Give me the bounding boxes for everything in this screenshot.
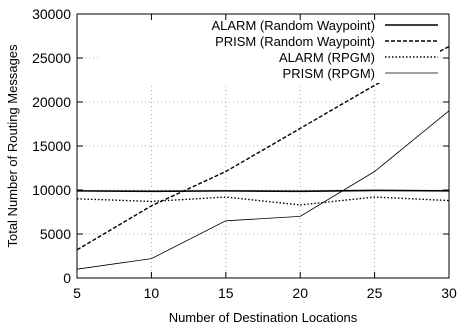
y-tick-label: 10000 (32, 182, 71, 198)
y-tick-label: 20000 (32, 94, 71, 110)
legend-label: ALARM (RPGM) (279, 50, 375, 65)
legend-background (100, 15, 440, 83)
x-tick-label: 25 (367, 285, 383, 301)
axis-ticks: 0 5000 10000 15000 20000 25000 30000 5 10 15 20 25 3… (32, 6, 457, 301)
y-axis-label: Total Number of Routing Messages (5, 44, 20, 248)
x-tick-label: 5 (73, 285, 81, 301)
x-tick-label: 10 (144, 285, 160, 301)
series-line-4 (76, 110, 450, 270)
y-tick-label: 15000 (32, 138, 71, 154)
legend-label: PRISM (RPGM) (283, 66, 375, 81)
y-tick-label: 30000 (32, 6, 71, 22)
legend-label: PRISM (Random Waypoint) (215, 34, 375, 49)
series-line-3 (76, 196, 450, 206)
series-line-1 (76, 189, 450, 193)
x-tick-label: 30 (441, 285, 457, 301)
x-tick-label: 20 (292, 285, 308, 301)
y-tick-label: 25000 (32, 50, 71, 66)
legend-label: ALARM (Random Waypoint) (211, 18, 375, 33)
y-tick-label: 5000 (40, 226, 71, 242)
y-tick-label: 0 (63, 270, 71, 286)
x-axis-label: Number of Destination Locations (169, 310, 358, 325)
x-tick-label: 15 (218, 285, 234, 301)
legend: ALARM (Random Waypoint)PRISM (Random Way… (100, 15, 440, 83)
